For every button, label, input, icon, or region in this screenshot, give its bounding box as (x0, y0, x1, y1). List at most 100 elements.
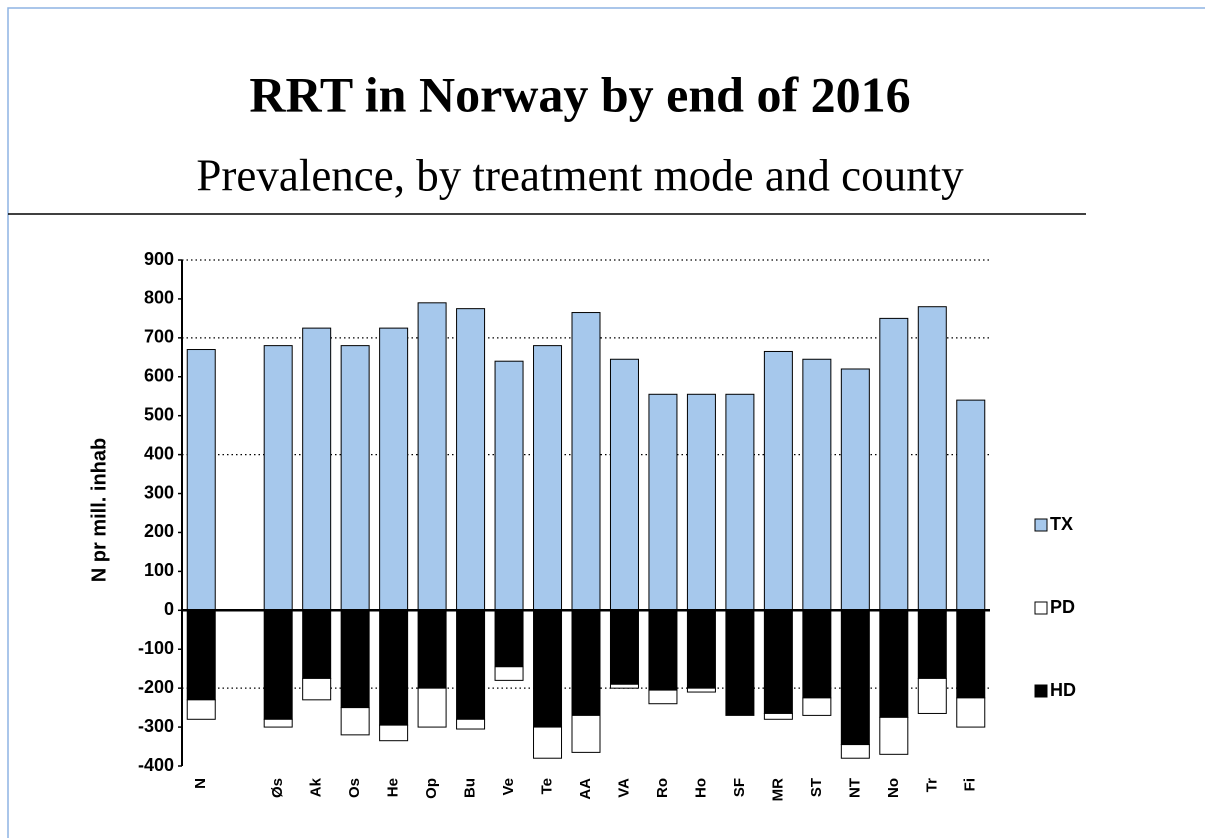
x-tick-label: Ve (500, 778, 517, 796)
x-tick-label: SF (731, 778, 748, 797)
x-tick-label: NT (846, 778, 863, 798)
bar (840, 368, 870, 611)
bar (956, 399, 986, 611)
bar (533, 345, 563, 611)
y-tick-label: 0 (164, 599, 174, 619)
bar (456, 308, 486, 611)
bar (648, 689, 678, 705)
bar (494, 360, 524, 611)
bar (571, 312, 601, 611)
bar (840, 609, 870, 746)
bar (186, 349, 216, 611)
bar (340, 609, 370, 709)
y-tick-label: 100 (144, 560, 174, 580)
x-tick-label: N (192, 778, 209, 789)
x-tick-label: Fi (962, 778, 979, 791)
bar (609, 358, 639, 611)
bar (686, 609, 716, 689)
bar (379, 327, 409, 611)
bar (879, 716, 909, 755)
legend-label: HD (1050, 680, 1076, 700)
bar (340, 345, 370, 611)
bar (340, 707, 370, 736)
x-tick-label: Op (423, 778, 440, 799)
x-tick-label: VA (615, 778, 632, 798)
bar (763, 609, 793, 714)
chart-subtitle: Prevalence, by treatment mode and county (196, 150, 964, 200)
y-tick-label: -300 (138, 716, 174, 736)
y-tick-label: 400 (144, 443, 174, 463)
bar (879, 317, 909, 611)
x-tick-label: No (885, 778, 902, 798)
x-tick-label: Tr (923, 778, 940, 792)
bar (302, 609, 332, 679)
bar (302, 677, 332, 701)
x-tick-label: Te (538, 778, 555, 794)
y-axis-label: N pr mill. inhab (88, 438, 110, 582)
x-tick-label: AA (577, 778, 594, 800)
y-tick-label: 600 (144, 366, 174, 386)
bar (840, 744, 870, 759)
bar (956, 697, 986, 728)
legend-label: PD (1050, 597, 1075, 617)
x-tick-label: He (385, 778, 402, 797)
x-tick-label: ST (808, 778, 825, 797)
x-tick-label: Ro (654, 778, 671, 798)
bar (456, 718, 486, 730)
bar (263, 718, 293, 728)
legend-swatch (1034, 518, 1048, 532)
bar (456, 609, 486, 720)
bar (763, 712, 793, 720)
bar (609, 609, 639, 685)
y-tick-label: 800 (144, 288, 174, 308)
bar (417, 302, 447, 611)
bar (379, 609, 409, 726)
bar (917, 609, 947, 679)
bar (571, 609, 601, 716)
bar (263, 609, 293, 720)
y-tick-label: -100 (138, 638, 174, 658)
bar (725, 609, 755, 716)
bar (533, 609, 563, 728)
bar (879, 609, 909, 718)
bar (802, 697, 832, 716)
bar (263, 345, 293, 611)
bar (186, 699, 216, 720)
bar (417, 687, 447, 728)
bar (302, 327, 332, 611)
bar (609, 683, 639, 689)
bar (686, 393, 716, 611)
x-tick-label: Os (346, 778, 363, 798)
y-tick-label: 500 (144, 404, 174, 424)
bar (494, 666, 524, 681)
bar (763, 350, 793, 611)
x-tick-label: Bu (462, 778, 479, 798)
bar (494, 609, 524, 668)
bar (417, 609, 447, 689)
bar (379, 724, 409, 742)
bar (686, 687, 716, 693)
y-tick-label: 900 (144, 249, 174, 269)
bar (648, 609, 678, 691)
legend-swatch (1034, 684, 1048, 698)
y-tick-label: 300 (144, 482, 174, 502)
bar (186, 609, 216, 701)
bar (956, 609, 986, 699)
legend-swatch (1034, 601, 1048, 615)
bar (648, 393, 678, 611)
bar (571, 714, 601, 753)
bar (802, 609, 832, 699)
bar (725, 393, 755, 611)
x-tick-label: MR (769, 778, 786, 801)
y-tick-label: 200 (144, 521, 174, 541)
bar (533, 726, 563, 759)
bar (917, 306, 947, 611)
bar (802, 358, 832, 611)
bar (917, 677, 947, 714)
y-tick-label: 700 (144, 327, 174, 347)
x-tick-label: Øs (269, 778, 286, 798)
legend-label: TX (1050, 514, 1073, 534)
x-tick-label: Ho (692, 778, 709, 798)
x-tick-label: Ak (308, 777, 325, 797)
